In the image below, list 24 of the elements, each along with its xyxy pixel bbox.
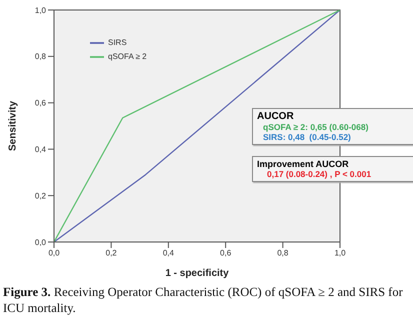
x-tick-label: 1,0	[334, 248, 346, 258]
y-tick-label: 0,4	[34, 145, 47, 154]
text-box: Improvement AUCOR 0,17 (0.08-0.24) , P < 0.001	[252, 156, 413, 182]
y-tick-label: 0,6	[34, 98, 47, 108]
legend-label: qSOFA ≥ 2	[108, 52, 147, 62]
x-tick-label: 0,8	[277, 248, 289, 258]
x-axis-title: 1 - specificity	[165, 268, 230, 279]
y-tick-label: 0,2	[34, 191, 47, 200]
annotation: qSOFA ≥ 2: 0,65 (0.60-068)	[262, 122, 370, 132]
y-axis-title: Sensitivity	[8, 100, 19, 151]
y-tick-label: 0,8	[34, 52, 47, 62]
caption: Figure 3. Receiving Operator Characteristic (ROC) of qSOFA ≥ 2 and SIRS for ICU mortality.	[3, 284, 404, 316]
annotation: AUCOR	[257, 111, 295, 122]
x-tick-label: 0,0	[48, 248, 60, 258]
x-tick-label: 0,2	[106, 248, 118, 258]
x-tick-label: 0,6	[220, 248, 232, 258]
annotation: Improvement AUCOR	[257, 159, 350, 169]
annotation: 0,17 (0.08-0.24) , P < 0.001	[266, 169, 372, 179]
text-box: AUCOR qSOFA ≥ 2: 0,65 (0.60-068) SIRS: 0,48 (0.45-0.52)	[252, 108, 413, 145]
x-tick-label: 0,4	[162, 248, 175, 258]
legend-label: SIRS	[108, 38, 127, 48]
y-tick-label: 0,0	[34, 238, 47, 247]
y-tick-label: 1,0	[34, 6, 47, 15]
annotation: SIRS: 0,48 (0.45-0.52)	[262, 132, 352, 142]
